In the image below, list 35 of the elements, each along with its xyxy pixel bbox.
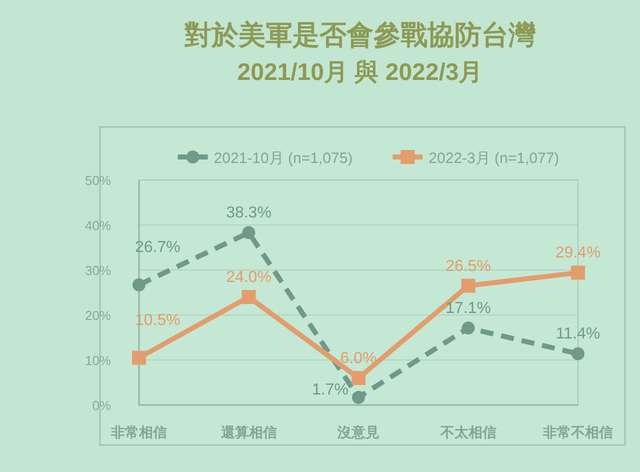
point <box>461 278 476 293</box>
legend-label: 2022-3月 (n=1,077) <box>428 150 560 167</box>
title: 對於美軍是否會參戰協防台灣 <box>184 20 536 50</box>
y-tick-label: 0% <box>92 398 111 413</box>
y-tick-label: 30% <box>84 263 111 278</box>
point <box>352 371 366 385</box>
y-tick-label: 40% <box>84 218 111 233</box>
y-tick-label: 10% <box>84 353 111 368</box>
data-label: 26.5% <box>446 258 491 275</box>
point <box>571 266 585 280</box>
point <box>242 290 256 304</box>
subtitle: 2021/10月 與 2022/3月 <box>237 59 483 86</box>
x-tick-label: 不太相信 <box>440 424 496 440</box>
data-label: 38.3% <box>226 204 272 222</box>
y-tick-label: 20% <box>84 308 111 323</box>
x-tick-label: 沒意見 <box>338 424 380 440</box>
point <box>352 390 365 404</box>
x-tick-label: 非常相信 <box>111 424 167 440</box>
data-label: 1.7% <box>312 381 348 398</box>
y-tick-label: 50% <box>84 173 111 188</box>
point <box>132 278 146 292</box>
point <box>462 322 475 335</box>
point <box>242 226 256 240</box>
point <box>132 350 146 365</box>
point <box>572 347 584 360</box>
data-label: 26.7% <box>135 238 180 256</box>
data-label: 24.0% <box>226 269 272 286</box>
data-label: 10.5% <box>135 312 180 329</box>
data-label: 29.4% <box>555 244 601 262</box>
x-tick-label: 非常不相信 <box>543 424 613 440</box>
x-tick-label: 還算相信 <box>220 424 277 440</box>
data-label: 17.1% <box>446 300 491 318</box>
data-label: 11.4% <box>556 326 600 343</box>
legend-label: 2021-10月 (n=1,075) <box>214 150 353 167</box>
data-label: 6.0% <box>340 350 377 367</box>
